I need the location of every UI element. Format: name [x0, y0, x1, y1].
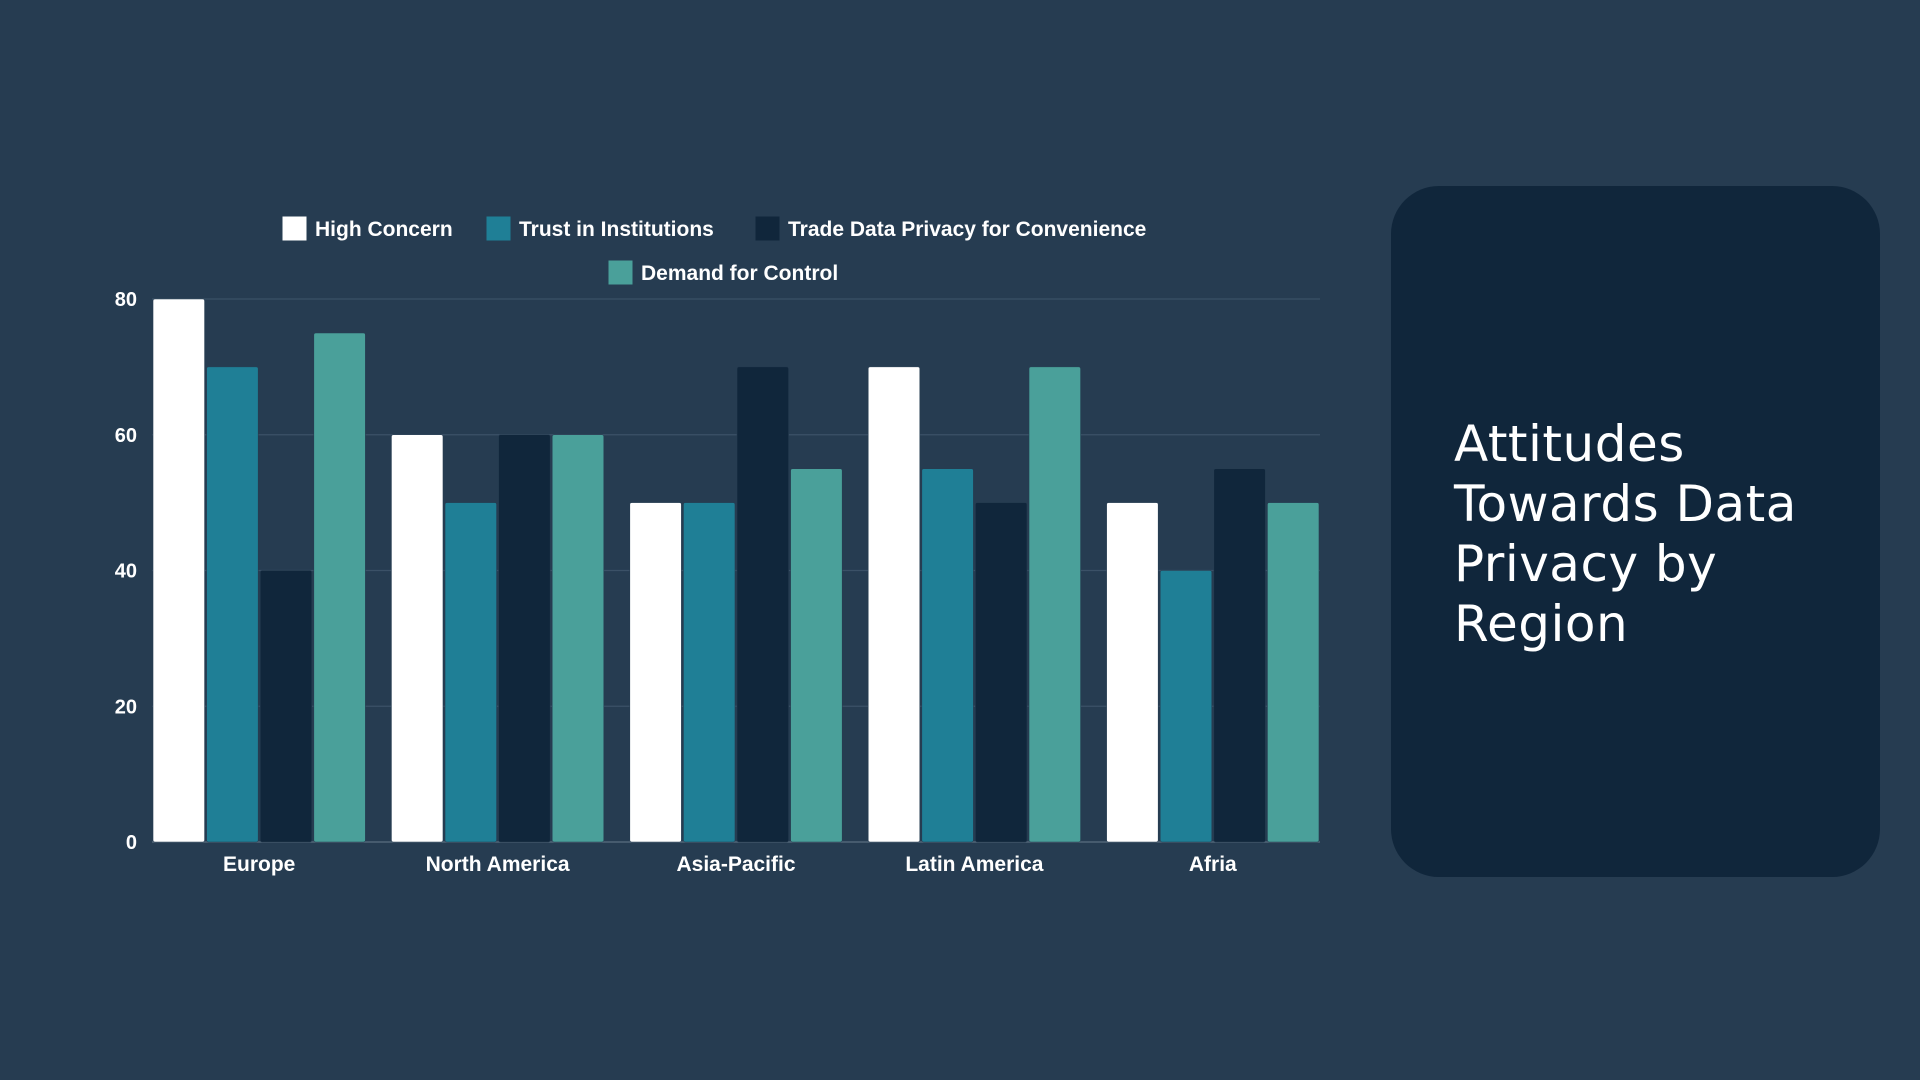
bar-trade-data-privacy-for-convenience — [975, 502, 1028, 843]
bar-trade-data-privacy-for-convenience — [736, 366, 789, 843]
y-tick-label: 40 — [115, 561, 137, 583]
legend-swatch — [607, 259, 634, 286]
bar-trade-data-privacy-for-convenience — [1213, 468, 1266, 843]
y-tick-label: 60 — [115, 425, 137, 447]
bar-trust-in-institutions — [206, 366, 259, 843]
x-tick-label: Latin America — [905, 853, 1043, 876]
bar-trade-data-privacy-for-convenience — [498, 434, 551, 843]
bar-demand-for-control — [1267, 502, 1320, 843]
legend-label: High Concern — [315, 218, 453, 241]
bar-trust-in-institutions — [683, 502, 736, 843]
bar-demand-for-control — [1028, 366, 1081, 843]
x-tick-label: Afria — [1189, 853, 1237, 876]
legend-label: Trade Data Privacy for Convenience — [788, 218, 1146, 241]
title-card: Attitudes Towards Data Privacy by Region — [1391, 186, 1880, 877]
legend-swatch — [754, 215, 781, 242]
bar-high-concern — [391, 434, 444, 843]
legend-label: Demand for Control — [641, 262, 838, 285]
bar-demand-for-control — [313, 332, 366, 843]
x-tick-label: North America — [426, 853, 570, 876]
bar-demand-for-control — [790, 468, 843, 843]
bar-demand-for-control — [551, 434, 605, 843]
legend-swatch — [485, 215, 512, 242]
bar-trust-in-institutions — [921, 468, 974, 843]
y-tick-label: 80 — [115, 289, 137, 311]
bar-trade-data-privacy-for-convenience — [259, 570, 313, 843]
bar-chart: 0 20 40 60 80 Europe North America Asia-Pacific… — [115, 215, 1320, 876]
y-tick-label: 20 — [115, 696, 137, 718]
legend-swatch — [281, 215, 308, 242]
x-tick-label: Asia-Pacific — [676, 853, 795, 876]
bar-high-concern — [629, 502, 682, 843]
y-tick-label: 0 — [126, 832, 137, 854]
bar-high-concern — [867, 366, 921, 843]
bar-trust-in-institutions — [1159, 570, 1213, 843]
bar-high-concern — [152, 298, 205, 843]
bar-trust-in-institutions — [444, 502, 497, 843]
bar-high-concern — [1106, 502, 1159, 843]
legend-label: Trust in Institutions — [519, 218, 714, 241]
chart-title: Attitudes Towards Data Privacy by Region — [1454, 415, 1797, 653]
x-tick-label: Europe — [223, 853, 295, 876]
